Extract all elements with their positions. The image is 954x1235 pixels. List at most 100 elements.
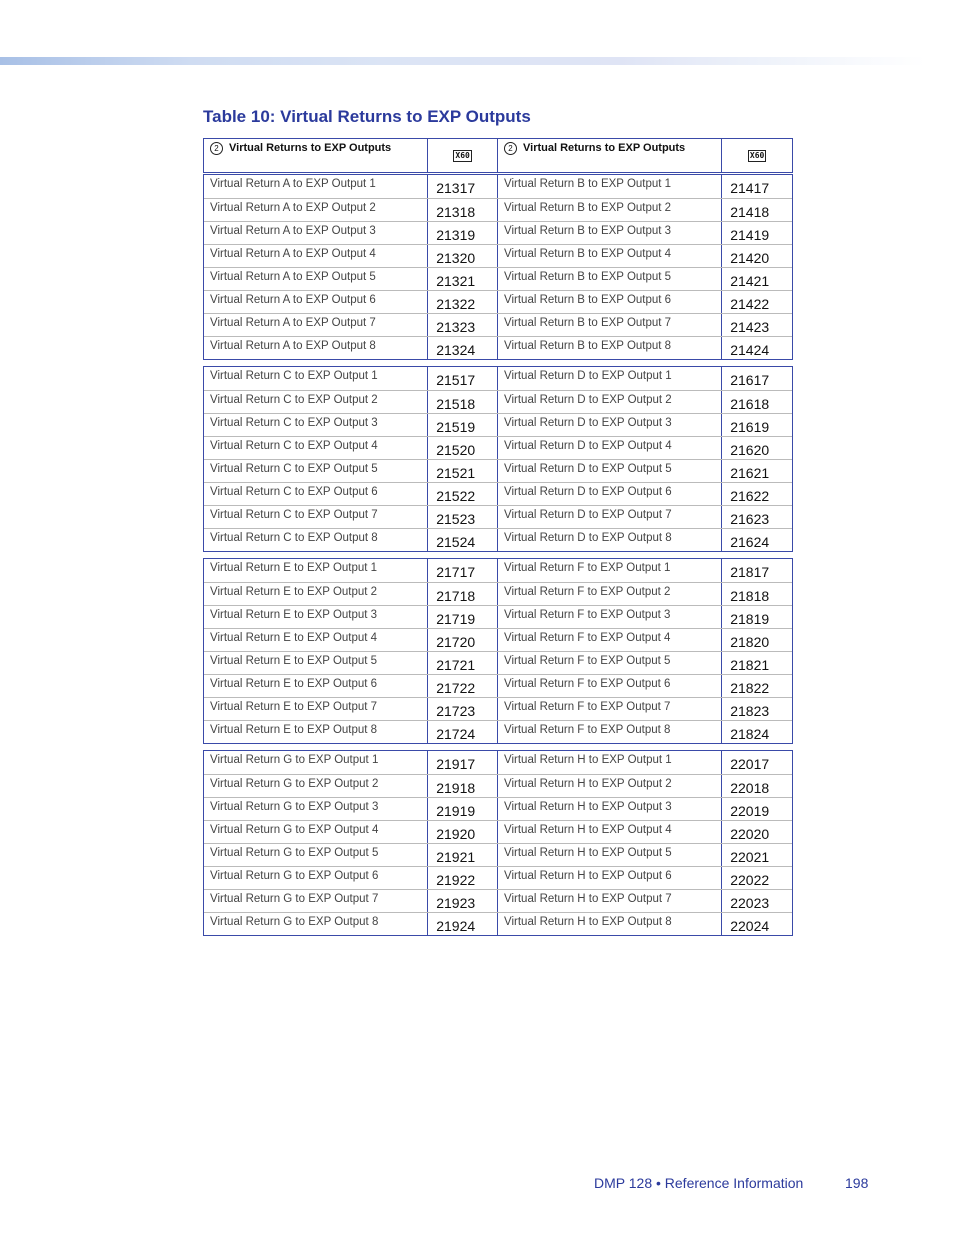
table-row: Virtual Return E to EXP Output 5 21721 Vir… <box>204 651 792 674</box>
table-row: Virtual Return G to EXP Output 4 21920 Vir… <box>204 820 792 843</box>
table-row: Virtual Return A to EXP Output 4 21320 Vir… <box>204 244 792 267</box>
right-code-cell: 22024 <box>730 918 770 934</box>
left-label-cell: Virtual Return G to EXP Output 5 <box>204 844 429 866</box>
table-row: Virtual Return C to EXP Output 8 21524 Vir… <box>204 528 792 551</box>
left-code-cell: 21518 <box>428 391 498 413</box>
x60-badge: X60 <box>747 149 767 162</box>
left-code-cell: 21320 <box>428 245 498 267</box>
right-label-cell: Virtual Return D to EXP Output 2 <box>498 391 723 413</box>
left-label-cell: Virtual Return C to EXP Output 7 <box>204 506 429 528</box>
table-title: Table 10: Virtual Returns to EXP Outputs <box>203 107 531 126</box>
right-label-cell: Virtual Return F to EXP Output 5 <box>498 652 723 674</box>
left-code-cell: 21317 <box>428 175 498 198</box>
left-code-cell: 21721 <box>428 652 498 674</box>
right-label-cell: Virtual Return B to EXP Output 5 <box>498 268 723 290</box>
table-row: Virtual Return C to EXP Output 5 21521 Vir… <box>204 459 792 482</box>
left-label-cell: Virtual Return C to EXP Output 2 <box>204 391 429 413</box>
left-code-cell: 21917 <box>428 751 498 774</box>
table-row: Virtual Return C to EXP Output 4 21520 Vir… <box>204 436 792 459</box>
table-row: Virtual Return G to EXP Output 1 21917 Vir… <box>204 751 792 774</box>
right-label-cell: Virtual Return B to EXP Output 1 <box>498 175 723 198</box>
right-label-cell: Virtual Return D to EXP Output 1 <box>498 367 723 390</box>
right-label-cell: Virtual Return H to EXP Output 8 <box>498 913 723 935</box>
circled-number-icon: 2 <box>504 142 517 155</box>
right-code-cell: 21420 <box>730 250 770 266</box>
left-code-cell: 21720 <box>428 629 498 651</box>
header-cell-left: 2 Virtual Returns to EXP Outputs <box>204 139 429 172</box>
left-label-cell: Virtual Return E to EXP Output 3 <box>204 606 429 628</box>
left-code-cell: 21919 <box>428 798 498 820</box>
table-row: Virtual Return E to EXP Output 1 21717 Vir… <box>204 559 792 582</box>
right-label-cell: Virtual Return B to EXP Output 7 <box>498 314 723 336</box>
left-label-cell: Virtual Return E to EXP Output 4 <box>204 629 429 651</box>
table-row: Virtual Return A to EXP Output 1 21317 Vir… <box>204 175 792 198</box>
left-label-cell: Virtual Return G to EXP Output 3 <box>204 798 429 820</box>
table-row: Virtual Return A to EXP Output 2 21318 Vir… <box>204 198 792 221</box>
table-group: Virtual Return A to EXP Output 1 21317 Vir… <box>203 174 793 360</box>
left-label-cell: Virtual Return A to EXP Output 5 <box>204 268 429 290</box>
table-row: Virtual Return A to EXP Output 6 21322 Vir… <box>204 290 792 313</box>
left-code-cell: 21323 <box>428 314 498 336</box>
right-label-cell: Virtual Return H to EXP Output 5 <box>498 844 723 866</box>
left-code-cell: 21724 <box>428 721 498 743</box>
right-label-cell: Virtual Return F to EXP Output 4 <box>498 629 723 651</box>
right-code-cell: 21424 <box>730 342 770 358</box>
left-code-cell: 21920 <box>428 821 498 843</box>
left-code-cell: 21524 <box>428 529 498 551</box>
right-code-cell: 21421 <box>730 273 770 289</box>
table-row: Virtual Return E to EXP Output 3 21719 Vir… <box>204 605 792 628</box>
right-label-cell: Virtual Return D to EXP Output 8 <box>498 529 723 551</box>
table-row: Virtual Return C to EXP Output 2 21518 Vir… <box>204 390 792 413</box>
left-label-cell: Virtual Return C to EXP Output 8 <box>204 529 429 551</box>
table-row: Virtual Return G to EXP Output 7 21923 Vir… <box>204 889 792 912</box>
page-number: 198 <box>845 1175 869 1191</box>
right-code-cell: 21422 <box>730 296 770 312</box>
left-label-cell: Virtual Return C to EXP Output 5 <box>204 460 429 482</box>
right-label-cell: Virtual Return H to EXP Output 3 <box>498 798 723 820</box>
left-code-cell: 21522 <box>428 483 498 505</box>
right-label-cell: Virtual Return D to EXP Output 5 <box>498 460 723 482</box>
right-label-cell: Virtual Return H to EXP Output 7 <box>498 890 723 912</box>
table-row: Virtual Return A to EXP Output 8 21324 Vir… <box>204 336 792 359</box>
left-code-cell: 21523 <box>428 506 498 528</box>
right-code-cell: 22018 <box>730 780 770 796</box>
table-row: Virtual Return E to EXP Output 7 21723 Vir… <box>204 697 792 720</box>
left-code-cell: 21521 <box>428 460 498 482</box>
right-label-cell: Virtual Return H to EXP Output 6 <box>498 867 723 889</box>
table-row: Virtual Return G to EXP Output 2 21918 Vir… <box>204 774 792 797</box>
table-row: Virtual Return A to EXP Output 5 21321 Vir… <box>204 267 792 290</box>
left-code-cell: 21719 <box>428 606 498 628</box>
left-label-cell: Virtual Return C to EXP Output 4 <box>204 437 429 459</box>
right-label-cell: Virtual Return B to EXP Output 2 <box>498 199 723 221</box>
table-group: Virtual Return E to EXP Output 1 21717 Vir… <box>203 558 793 744</box>
left-label-cell: Virtual Return A to EXP Output 7 <box>204 314 429 336</box>
right-code-cell: 21617 <box>730 372 770 388</box>
left-code-cell: 21319 <box>428 222 498 244</box>
table-header: 2 Virtual Returns to EXP Outputs X60 2 Vir… <box>203 138 793 173</box>
right-code-cell: 21417 <box>730 180 770 196</box>
header-cell-x60-right: X60 <box>722 139 792 172</box>
left-code-cell: 21921 <box>428 844 498 866</box>
left-label-cell: Virtual Return G to EXP Output 1 <box>204 751 429 774</box>
table-group: Virtual Return G to EXP Output 1 21917 Vir… <box>203 750 793 936</box>
right-code-cell: 21418 <box>730 204 770 220</box>
right-code-cell: 21624 <box>730 534 770 550</box>
right-label-cell: Virtual Return D to EXP Output 7 <box>498 506 723 528</box>
left-code-cell: 21520 <box>428 437 498 459</box>
right-code-cell: 21622 <box>730 488 770 504</box>
right-label-cell: Virtual Return D to EXP Output 4 <box>498 437 723 459</box>
left-code-cell: 21318 <box>428 199 498 221</box>
left-code-cell: 21718 <box>428 583 498 605</box>
right-label-cell: Virtual Return H to EXP Output 2 <box>498 775 723 797</box>
right-code-cell: 21621 <box>730 465 770 481</box>
right-code-cell: 22022 <box>730 872 770 888</box>
table-row: Virtual Return C to EXP Output 6 21522 Vir… <box>204 482 792 505</box>
left-label-cell: Virtual Return A to EXP Output 8 <box>204 337 429 359</box>
left-label-cell: Virtual Return A to EXP Output 4 <box>204 245 429 267</box>
left-code-cell: 21517 <box>428 367 498 390</box>
left-label-cell: Virtual Return C to EXP Output 1 <box>204 367 429 390</box>
table-row: Virtual Return A to EXP Output 7 21323 Vir… <box>204 313 792 336</box>
left-code-cell: 21723 <box>428 698 498 720</box>
table-row: Virtual Return G to EXP Output 6 21922 Vir… <box>204 866 792 889</box>
right-code-cell: 21623 <box>730 511 770 527</box>
